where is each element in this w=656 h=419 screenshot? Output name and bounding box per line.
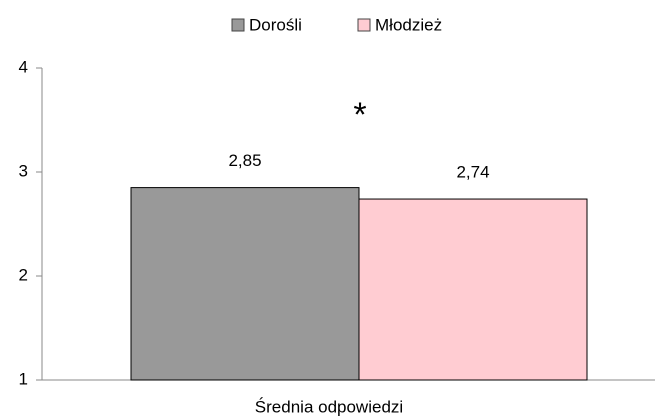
legend-swatch: [357, 18, 371, 32]
x-tick-label: Średnia odpowiedzi: [255, 397, 403, 416]
bar: [358, 198, 588, 381]
legend-swatch: [231, 18, 245, 32]
annotation: *: [353, 96, 366, 134]
value-label: 2,74: [456, 163, 489, 182]
bar: [130, 187, 360, 381]
y-tick-label: 3: [19, 161, 28, 180]
y-tick-label: 1: [19, 369, 28, 388]
y-tick-label: 2: [19, 265, 28, 284]
legend-label: Młodzież: [375, 15, 442, 34]
value-label: 2,85: [228, 151, 261, 170]
y-tick-label: 4: [19, 57, 28, 76]
legend-label: Dorośli: [249, 15, 302, 34]
